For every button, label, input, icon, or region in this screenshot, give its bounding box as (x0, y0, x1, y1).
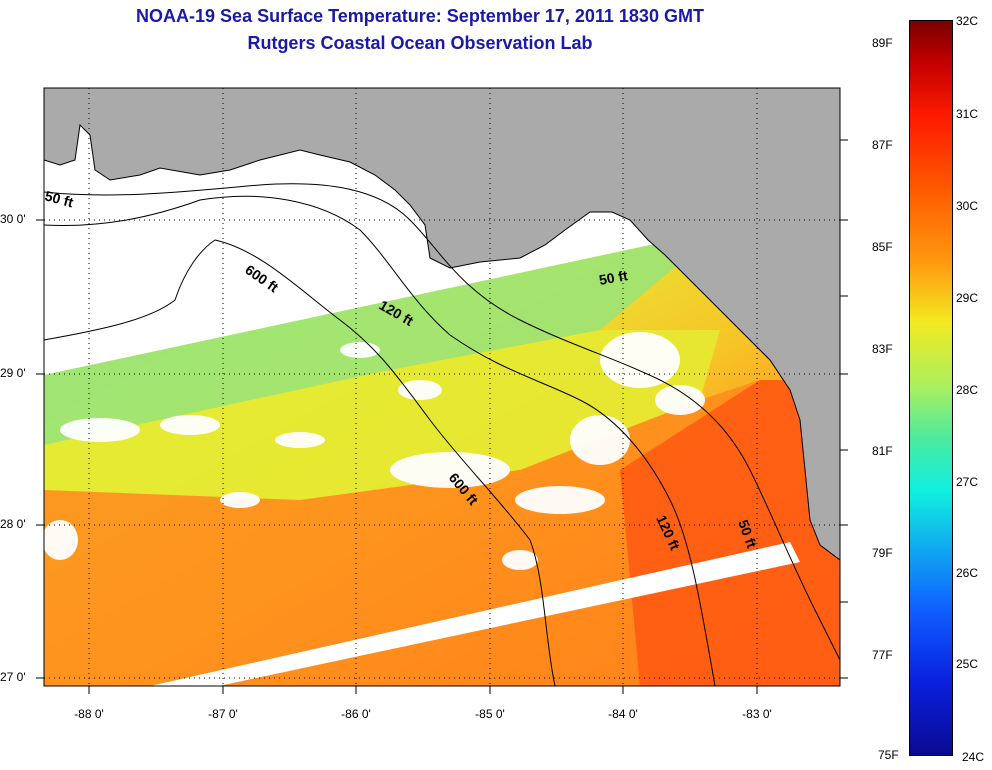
contour-label-50ft-west: 50 ft (43, 187, 75, 210)
colorbar-label-87f: 87F (872, 138, 893, 152)
lon-label-84: -84 0' (608, 707, 638, 721)
colorbar-label-27c: 27C (956, 475, 979, 489)
colorbar-label-79f: 79F (872, 546, 893, 560)
colorbar-label-81f: 81F (872, 444, 893, 458)
map-frame (43, 87, 841, 687)
isobath-lines (43, 183, 841, 687)
lon-label-86: -86 0' (341, 707, 371, 721)
map-subtitle: Rutgers Coastal Ocean Observation Lab (247, 33, 593, 53)
colorbar-label-28c: 28C (956, 383, 979, 397)
colorbar-label-83f: 83F (872, 342, 893, 356)
axis-ticks (36, 139, 848, 694)
colorbar-label-85f: 85F (872, 240, 893, 254)
colorbar-label-32c: 32C (956, 14, 979, 28)
colorbar-label-89f: 89F (872, 36, 893, 50)
no-data-stripe (150, 542, 800, 686)
contour-label-50ft-north: 50 ft (598, 267, 629, 288)
temperature-colorbar (909, 20, 953, 756)
lat-label-27: 27 0' (0, 670, 26, 684)
lon-label-88: -88 0' (74, 707, 104, 721)
lon-label-87: -87 0' (208, 707, 238, 721)
colorbar-label-75f: 75F (878, 748, 899, 762)
land-mass (44, 88, 840, 561)
lon-label-83: -83 0' (742, 707, 772, 721)
colorbar-label-77f: 77F (872, 648, 893, 662)
colorbar-label-26c: 26C (956, 566, 979, 580)
colorbar-label-29c: 29C (956, 291, 979, 305)
lon-label-85: -85 0' (475, 707, 505, 721)
lat-label-30: 30 0' (0, 212, 26, 226)
map-title: NOAA-19 Sea Surface Temperature: Septemb… (136, 6, 704, 26)
hot-water-area (620, 380, 840, 686)
lat-label-29: 29 0' (0, 366, 26, 380)
colorbar-label-24c: 24C (962, 750, 985, 764)
colorbar-label-25c: 25C (956, 657, 979, 671)
lat-label-28: 28 0' (0, 517, 26, 531)
mid-water-band (44, 330, 720, 500)
colorbar-label-31c: 31C (956, 107, 979, 121)
colorbar-label-30c: 30C (956, 199, 979, 213)
